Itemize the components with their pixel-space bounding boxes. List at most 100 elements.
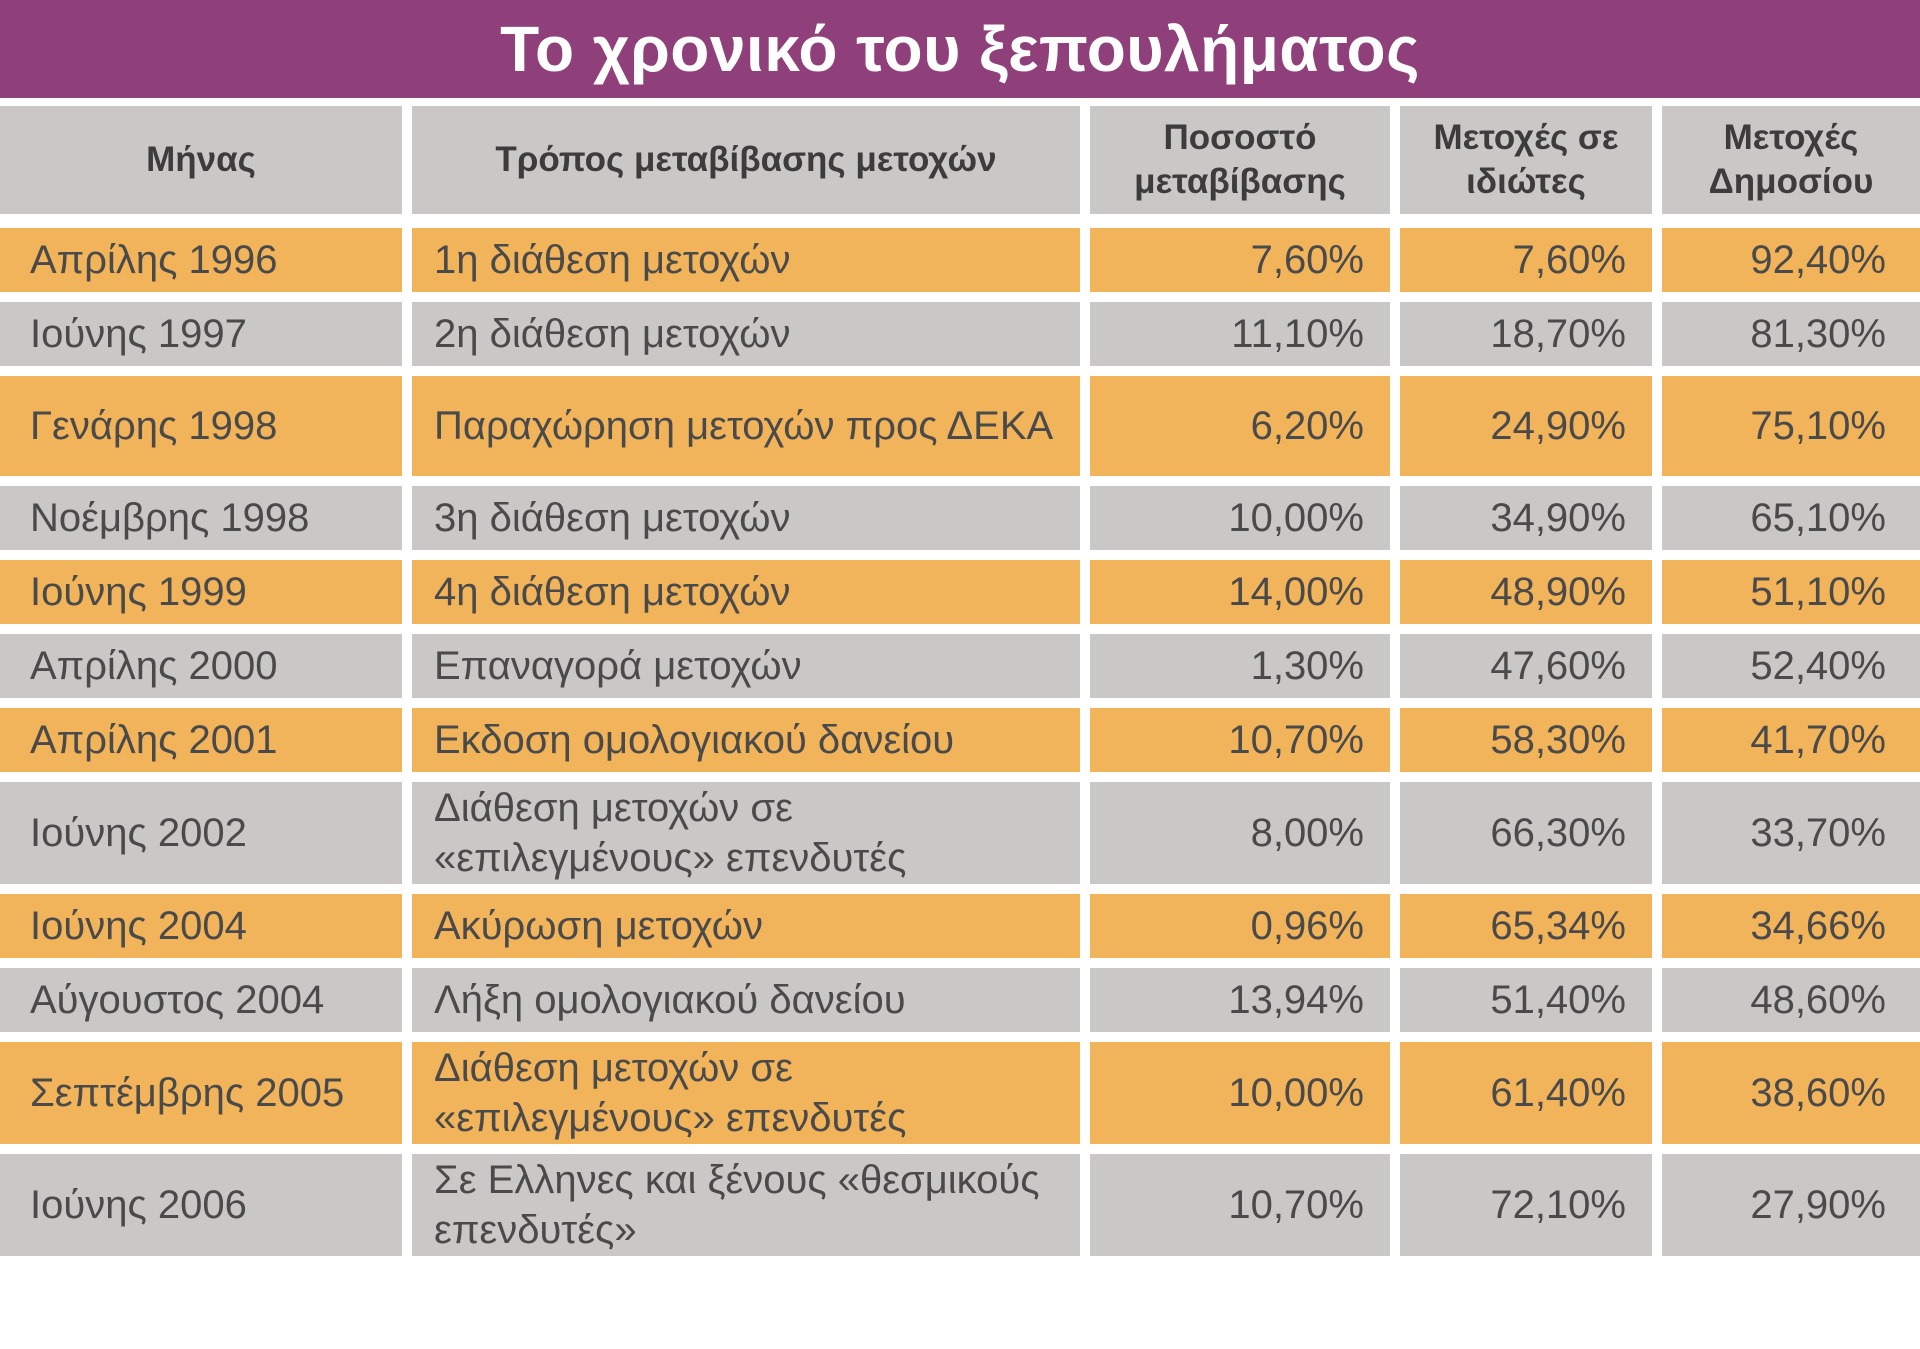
month-cell-text: Ιούνης 2004 (30, 904, 247, 948)
transfer-method-cell: Σε Ελληνες και ξένους «θεσμικούς επενδυτ… (412, 1154, 1090, 1266)
state-shares-cell: 92,40% (1662, 228, 1920, 302)
month-cell-text: Ιούνης 2002 (30, 811, 247, 855)
transfer-percent-cell: 6,20% (1090, 376, 1400, 486)
private-shares-cell: 58,30% (1400, 708, 1662, 782)
private-shares-cell-text: 72,10% (1490, 1183, 1626, 1227)
private-shares-cell: 61,40% (1400, 1042, 1662, 1154)
transfer-percent-cell: 10,70% (1090, 1154, 1400, 1266)
month-cell-text: Σεπτέμβρης 2005 (30, 1071, 345, 1115)
transfer-method-cell-text: 2η διάθεση μετοχών (434, 312, 791, 356)
state-shares-cell: 48,60% (1662, 968, 1920, 1042)
transfer-method-cell: Διάθεση μετοχών σε «επιλεγμένους» επενδυ… (412, 1042, 1090, 1154)
private-shares-cell-text: 58,30% (1490, 718, 1626, 762)
month-cell: Σεπτέμβρης 2005 (0, 1042, 412, 1154)
transfer-percent-cell: 1,30% (1090, 634, 1400, 708)
transfer-percent-cell-text: 11,10% (1231, 312, 1364, 356)
month-cell-text: Απρίλης 2001 (30, 718, 278, 762)
transfer-method-cell-text: Σε Ελληνες και ξένους «θεσμικούς επενδυτ… (434, 1158, 1040, 1252)
transfer-method-cell: Επαναγορά μετοχών (412, 634, 1090, 708)
private-shares-cell-text: 34,90% (1490, 496, 1626, 540)
state-shares-cell: 65,10% (1662, 486, 1920, 560)
state-shares-cell-text: 51,10% (1750, 570, 1886, 614)
transfer-percent-cell: 13,94% (1090, 968, 1400, 1042)
transfer-method-cell: 4η διάθεση μετοχών (412, 560, 1090, 634)
state-shares-cell: 75,10% (1662, 376, 1920, 486)
state-shares-cell: 51,10% (1662, 560, 1920, 634)
private-shares-cell-text: 18,70% (1490, 312, 1626, 356)
state-shares-cell-text: 34,66% (1750, 904, 1886, 948)
transfer-percent-cell: 8,00% (1090, 782, 1400, 894)
column-header-label: Μετοχές σε ιδιώτες (1433, 118, 1619, 201)
transfer-method-cell-text: 1η διάθεση μετοχών (434, 238, 791, 282)
transfer-method-cell: Διάθεση μετοχών σε «επιλεγμένους» επενδυ… (412, 782, 1090, 894)
private-shares-cell: 18,70% (1400, 302, 1662, 376)
state-shares-cell: 41,70% (1662, 708, 1920, 782)
month-cell-text: Απρίλης 1996 (30, 238, 278, 282)
private-shares-cell-text: 51,40% (1490, 978, 1626, 1022)
month-cell: Νοέμβρης 1998 (0, 486, 412, 560)
column-header-label: Ποσοστό μεταβίβασης (1134, 118, 1346, 201)
private-shares-cell-text: 24,90% (1490, 404, 1626, 448)
column-header: Μήνας (0, 106, 412, 228)
transfer-percent-cell: 11,10% (1090, 302, 1400, 376)
state-shares-cell-text: 81,30% (1750, 312, 1886, 356)
private-shares-cell: 24,90% (1400, 376, 1662, 486)
transfer-method-cell-text: Διάθεση μετοχών σε «επιλεγμένους» επενδυ… (434, 786, 907, 880)
month-cell-text: Απρίλης 2000 (30, 644, 278, 688)
transfer-method-cell-text: Εκδοση ομολογιακού δανείου (434, 718, 955, 762)
transfer-percent-cell: 0,96% (1090, 894, 1400, 968)
transfer-method-cell-text: 4η διάθεση μετοχών (434, 570, 791, 614)
state-shares-cell: 81,30% (1662, 302, 1920, 376)
private-shares-cell: 34,90% (1400, 486, 1662, 560)
transfer-percent-cell-text: 10,70% (1228, 718, 1364, 762)
private-shares-cell-text: 47,60% (1490, 644, 1626, 688)
month-cell-text: Γενάρης 1998 (30, 404, 278, 448)
private-shares-cell: 51,40% (1400, 968, 1662, 1042)
state-shares-cell-text: 75,10% (1750, 404, 1886, 448)
transfer-percent-cell-text: 13,94% (1228, 978, 1364, 1022)
column-header: Τρόπος μεταβίβασης μετοχών (412, 106, 1090, 228)
transfer-percent-cell: 14,00% (1090, 560, 1400, 634)
transfer-percent-cell: 10,00% (1090, 1042, 1400, 1154)
transfer-percent-cell-text: 1,30% (1250, 644, 1364, 688)
month-cell-text: Νοέμβρης 1998 (30, 496, 310, 540)
month-cell-text: Ιούνης 2006 (30, 1183, 247, 1227)
month-cell: Απρίλης 2001 (0, 708, 412, 782)
private-shares-cell: 48,90% (1400, 560, 1662, 634)
state-shares-cell-text: 48,60% (1750, 978, 1886, 1022)
private-shares-cell: 72,10% (1400, 1154, 1662, 1266)
transfer-method-cell: Εκδοση ομολογιακού δανείου (412, 708, 1090, 782)
state-shares-cell-text: 33,70% (1750, 811, 1886, 855)
transfer-method-cell-text: Επαναγορά μετοχών (434, 644, 802, 688)
transfer-method-cell: 3η διάθεση μετοχών (412, 486, 1090, 560)
transfer-method-cell-text: Λήξη ομολογιακού δανείου (434, 978, 906, 1022)
private-shares-cell: 7,60% (1400, 228, 1662, 302)
month-cell: Απρίλης 2000 (0, 634, 412, 708)
transfer-percent-cell-text: 14,00% (1228, 570, 1364, 614)
transfer-percent-cell-text: 7,60% (1250, 238, 1364, 282)
private-shares-cell-text: 48,90% (1490, 570, 1626, 614)
transfer-method-cell: Ακύρωση μετοχών (412, 894, 1090, 968)
transfer-method-cell-text: Ακύρωση μετοχών (434, 904, 764, 948)
private-shares-cell-text: 65,34% (1490, 904, 1626, 948)
state-shares-cell-text: 27,90% (1750, 1183, 1886, 1227)
transfer-percent-cell-text: 10,00% (1228, 1071, 1364, 1115)
transfer-percent-cell-text: 6,20% (1250, 404, 1364, 448)
column-header: Μετοχές σε ιδιώτες (1400, 106, 1662, 228)
transfer-percent-cell: 7,60% (1090, 228, 1400, 302)
state-shares-cell-text: 52,40% (1750, 644, 1886, 688)
state-shares-cell-text: 38,60% (1750, 1071, 1886, 1115)
private-shares-cell-text: 66,30% (1490, 811, 1626, 855)
month-cell: Γενάρης 1998 (0, 376, 412, 486)
state-shares-cell: 33,70% (1662, 782, 1920, 894)
private-shares-cell-text: 7,60% (1512, 238, 1626, 282)
transfer-percent-cell-text: 10,70% (1228, 1183, 1364, 1227)
month-cell-text: Ιούνης 1997 (30, 312, 247, 356)
column-header-label: Μετοχές Δημοσίου (1708, 118, 1874, 201)
private-shares-cell: 66,30% (1400, 782, 1662, 894)
month-cell: Απρίλης 1996 (0, 228, 412, 302)
state-shares-cell-text: 41,70% (1750, 718, 1886, 762)
transfer-percent-cell-text: 0,96% (1250, 904, 1364, 948)
month-cell-text: Αύγουστος 2004 (30, 978, 325, 1022)
state-shares-cell-text: 65,10% (1750, 496, 1886, 540)
